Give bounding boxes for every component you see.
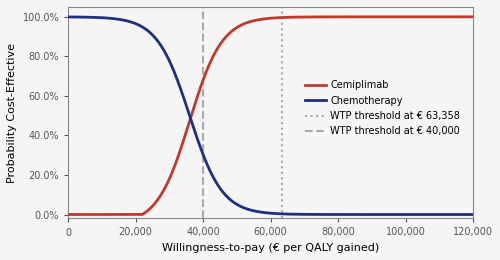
X-axis label: Willingness-to-pay (€ per QALY gained): Willingness-to-pay (€ per QALY gained) <box>162 243 379 253</box>
Y-axis label: Probability Cost-Effective: Probability Cost-Effective <box>7 43 17 183</box>
Legend: Cemiplimab, Chemotherapy, WTP threshold at € 63,358, WTP threshold at € 40,000: Cemiplimab, Chemotherapy, WTP threshold … <box>301 76 464 140</box>
